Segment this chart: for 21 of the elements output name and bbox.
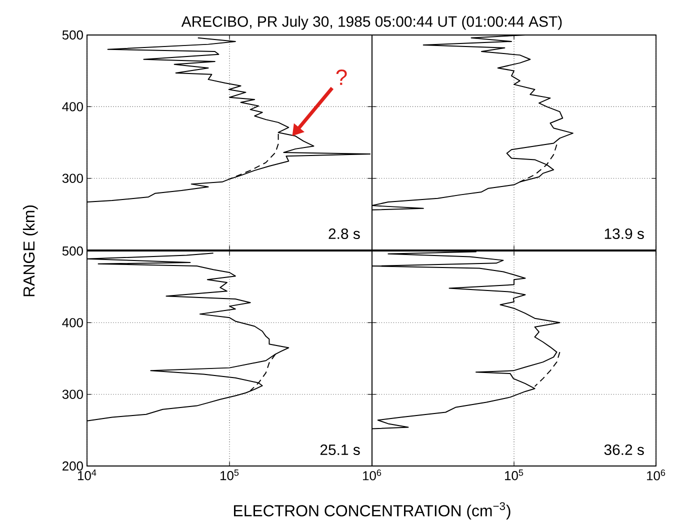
x-tick-label: 10$^{6}$ [647, 470, 666, 480]
annotation: ? [336, 70, 347, 85]
chart-title: ARECIBO, PR July 30, 1985 05:00:44 UT (01:00:44 AST) [181, 16, 562, 30]
x-tick-label: 10$^{5}$ [220, 470, 239, 480]
y-tick-label: 400 [62, 318, 83, 328]
x-tick-label: 10$^{6}$ [363, 470, 382, 480]
line-series [250, 354, 276, 392]
annotation: 2.8 s [328, 228, 360, 240]
y-tick-label: 200 [62, 461, 83, 471]
y-axis-title: RANGE (km) [22, 206, 38, 296]
annotation: 13.9 s [604, 228, 644, 240]
y-tick-label: 400 [62, 102, 83, 112]
y-tick-label: 300 [62, 390, 83, 399]
y-tick-label: 300 [62, 174, 83, 183]
x-tick-label: 10$^{4}$ [78, 470, 96, 480]
y-tick-label: 500 [62, 246, 83, 256]
x-tick-label: 10$^{5}$ [505, 470, 524, 480]
annotation: 25.1 s [320, 444, 360, 456]
y-tick-label: 500 [62, 30, 83, 40]
x-axis-title: ELECTRON CONCENTRATION (cm$^{−3}$) [234, 502, 510, 520]
annotation: 36.2 s [604, 444, 644, 456]
